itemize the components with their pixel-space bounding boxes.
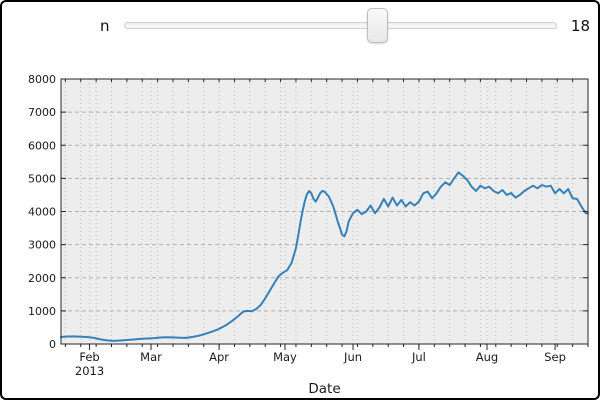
slider-row: n 18 [2, 2, 598, 54]
slider-label: n [100, 17, 110, 35]
y-tick-label: 8000 [28, 73, 56, 86]
y-tick-label: 0 [49, 338, 56, 351]
x-tick-label: Jul [411, 350, 426, 364]
x-tick-label: Aug [476, 350, 498, 364]
x-axis-title: Date [308, 381, 340, 397]
x-tick-label: Apr [209, 350, 229, 364]
y-tick-label: 1000 [28, 305, 56, 318]
x-tick-label: Jun [343, 350, 362, 364]
x-tick-label: Feb [79, 350, 99, 364]
y-tick-label: 6000 [28, 139, 56, 152]
n-slider-thumb[interactable] [366, 8, 388, 43]
data-line-n [60, 171, 589, 342]
n-slider-track[interactable] [124, 8, 557, 43]
x-tick-label: May [273, 350, 297, 364]
y-tick-label: 4000 [28, 206, 56, 219]
slider-value-readout: 18 [570, 17, 590, 35]
x-tick-sublabel: 2013 [75, 364, 104, 378]
x-tick-label: Mar [140, 350, 162, 364]
y-tick-label: 5000 [28, 172, 56, 185]
y-tick-label: 2000 [28, 272, 56, 285]
x-tick-label: Sep [544, 350, 566, 364]
y-tick-label: 3000 [28, 239, 56, 252]
y-tick-label: 7000 [28, 106, 56, 119]
